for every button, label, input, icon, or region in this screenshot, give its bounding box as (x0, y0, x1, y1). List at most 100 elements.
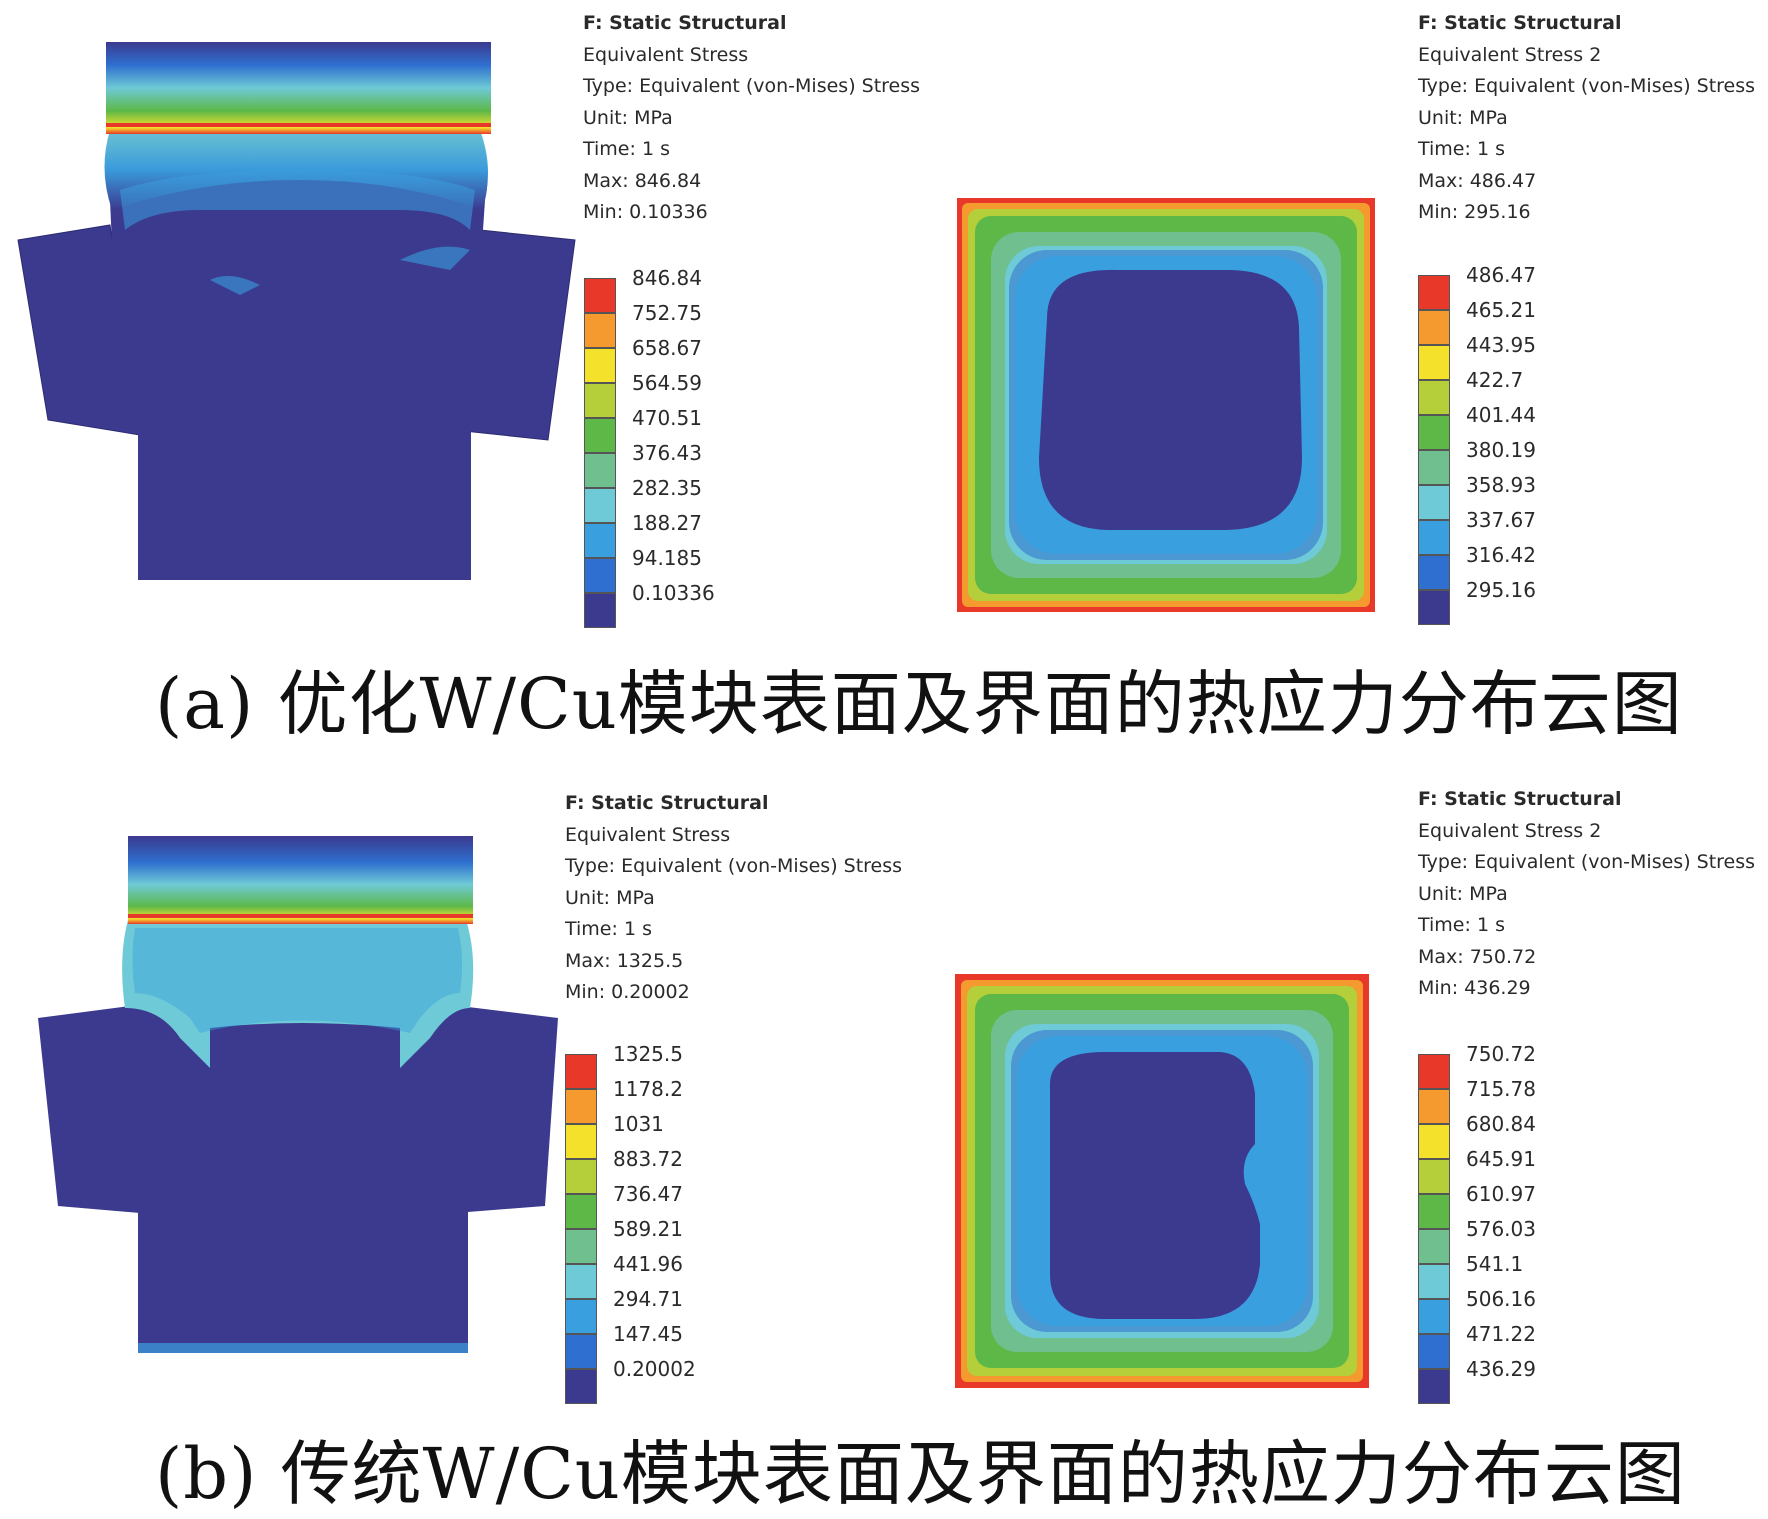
figure-b: F: Static Structural Equivalent Stress T… (0, 778, 1768, 1515)
legend-swatch (565, 1124, 597, 1159)
stress-band (122, 920, 474, 1068)
legend-label: 564.59 (632, 371, 702, 395)
legend-label: 94.185 (632, 546, 702, 570)
legend-swatch (584, 348, 616, 383)
result-max: Max: 750.72 (1418, 945, 1537, 968)
result-unit: Unit: MPa (1418, 882, 1508, 905)
legend-label: 736.47 (613, 1182, 683, 1206)
legend-label: 337.67 (1466, 508, 1536, 532)
right-wing (455, 1006, 558, 1213)
legend-swatch (1418, 1054, 1450, 1089)
result-unit: Unit: MPa (565, 886, 655, 909)
figure-caption-a: (a) 优化W/Cu模块表面及界面的热应力分布云图 (155, 663, 1683, 745)
left-wing (38, 1006, 140, 1213)
legend-label: 401.44 (1466, 403, 1536, 427)
legend-swatch (1418, 1369, 1450, 1404)
legend-swatch (584, 383, 616, 418)
legend-swatch (1418, 345, 1450, 380)
legend-swatch (584, 453, 616, 488)
legend-label: 441.96 (613, 1252, 683, 1276)
legend-label: 846.84 (632, 266, 702, 290)
analysis-title: F: Static Structural (1418, 788, 1622, 810)
legend-swatch (1418, 1229, 1450, 1264)
color-legend-left-b: 1325.5 1178.2 1031 883.72 736.47 589.21 … (565, 1042, 705, 1404)
result-type: Type: Equivalent (von-Mises) Stress (1418, 75, 1756, 97)
legend-swatch (565, 1369, 597, 1404)
legend-label: 610.97 (1466, 1182, 1536, 1206)
legend-swatch (584, 313, 616, 348)
result-name: Equivalent Stress 2 (1418, 819, 1602, 842)
color-legend-right-a: 486.47 465.21 443.95 422.7 401.44 380.19… (1418, 263, 1558, 625)
info-block-left-a: F: Static Structural Equivalent Stress T… (583, 8, 920, 229)
legend-swatch (565, 1264, 597, 1299)
result-time: Time: 1 s (1418, 138, 1505, 160)
result-name: Equivalent Stress 2 (1418, 43, 1602, 66)
result-unit: Unit: MPa (1418, 106, 1508, 129)
result-type: Type: Equivalent (von-Mises) Stress (583, 75, 921, 97)
low-stress-core (1050, 1052, 1260, 1319)
module-3d-stress-plot-a (17, 42, 576, 580)
legend-swatch (565, 1194, 597, 1229)
result-min: Min: 436.29 (1418, 977, 1531, 999)
legend-label: 658.67 (632, 336, 702, 360)
legend-label: 883.72 (613, 1147, 683, 1171)
surface-stress-plot-b (955, 974, 1369, 1388)
result-time: Time: 1 s (1418, 914, 1505, 936)
legend-swatch (1418, 485, 1450, 520)
legend-swatch (1418, 310, 1450, 345)
legend-label: 715.78 (1466, 1077, 1536, 1101)
legend-swatch (1418, 520, 1450, 555)
result-unit: Unit: MPa (583, 106, 673, 129)
legend-label: 188.27 (632, 511, 702, 535)
legend-swatch (1418, 555, 1450, 590)
legend-label: 295.16 (1466, 578, 1536, 602)
legend-label: 1031 (613, 1112, 664, 1136)
lower-body (138, 1198, 468, 1353)
result-type: Type: Equivalent (von-Mises) Stress (1418, 851, 1756, 873)
analysis-title: F: Static Structural (565, 792, 769, 814)
result-max: Max: 486.47 (1418, 169, 1537, 192)
legend-label: 506.16 (1466, 1287, 1536, 1311)
legend-swatch (584, 278, 616, 313)
legend-label: 750.72 (1466, 1042, 1536, 1066)
legend-label: 147.45 (613, 1322, 683, 1346)
legend-label: 316.42 (1466, 543, 1536, 567)
legend-label: 294.71 (613, 1287, 683, 1311)
result-name: Equivalent Stress (583, 43, 749, 66)
legend-label: 680.84 (1466, 1112, 1536, 1136)
analysis-title: F: Static Structural (1418, 12, 1622, 34)
legend-label: 443.95 (1466, 333, 1536, 357)
legend-swatch (1418, 590, 1450, 625)
figure-a: F: Static Structural Equivalent Stress T… (17, 8, 1756, 745)
legend-swatch (584, 558, 616, 593)
legend-swatch (1418, 1159, 1450, 1194)
legend-label: 470.51 (632, 406, 702, 430)
legend-label: 486.47 (1466, 263, 1536, 287)
result-time: Time: 1 s (565, 918, 652, 940)
legend-label: 1178.2 (613, 1077, 683, 1101)
legend-label: 465.21 (1466, 298, 1536, 322)
result-type: Type: Equivalent (von-Mises) Stress (565, 855, 903, 877)
legend-swatch (565, 1159, 597, 1194)
legend-swatch (1418, 450, 1450, 485)
cap (128, 836, 473, 924)
legend-label: 1325.5 (613, 1042, 683, 1066)
legend-swatch (584, 593, 616, 628)
legend-label: 422.7 (1466, 368, 1524, 392)
analysis-title: F: Static Structural (583, 12, 787, 34)
legend-swatch (1418, 1299, 1450, 1334)
legend-label: 541.1 (1466, 1252, 1524, 1276)
legend-label: 645.91 (1466, 1147, 1536, 1171)
result-time: Time: 1 s (583, 138, 670, 160)
result-min: Min: 0.20002 (565, 981, 690, 1003)
info-block-right-b: F: Static Structural Equivalent Stress 2… (1418, 784, 1755, 1005)
legend-label: 752.75 (632, 301, 702, 325)
legend-swatch (1418, 1334, 1450, 1369)
stress-band (104, 130, 489, 210)
legend-swatch (565, 1299, 597, 1334)
legend-label: 0.20002 (613, 1357, 696, 1381)
color-legend-right-b: 750.72 715.78 680.84 645.91 610.97 576.0… (1418, 1042, 1558, 1404)
low-stress-core (1039, 269, 1302, 530)
legend-swatch (584, 418, 616, 453)
legend-swatch (1418, 1124, 1450, 1159)
